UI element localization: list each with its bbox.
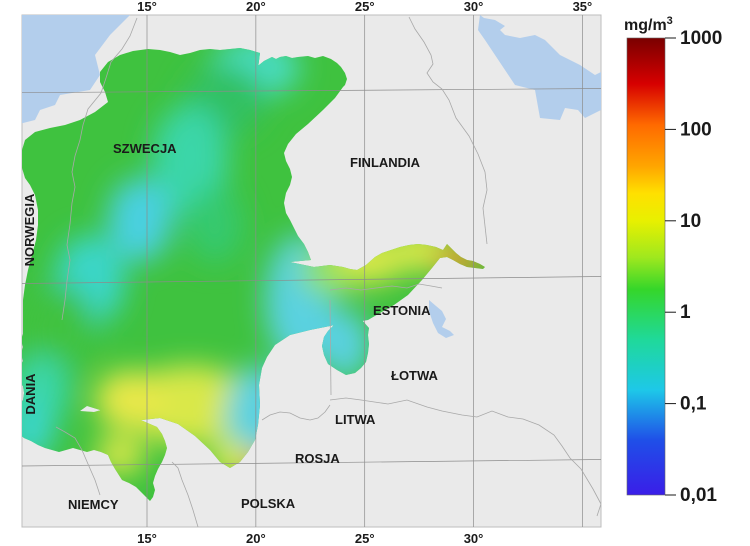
svg-text:NORWEGIA: NORWEGIA: [22, 193, 37, 266]
svg-text:55°: 55°: [0, 457, 18, 472]
svg-text:65°: 65°: [0, 84, 18, 99]
svg-text:ESTONIA: ESTONIA: [373, 303, 431, 318]
svg-text:1: 1: [680, 302, 691, 323]
svg-text:15°: 15°: [137, 531, 157, 546]
svg-text:25°: 25°: [355, 531, 375, 546]
svg-text:35°: 35°: [573, 0, 593, 14]
svg-text:LITWA: LITWA: [335, 412, 376, 427]
svg-text:100: 100: [680, 119, 712, 140]
svg-text:60°: 60°: [0, 275, 18, 290]
svg-text:20°: 20°: [246, 0, 266, 14]
svg-text:20°: 20°: [246, 531, 266, 546]
svg-text:25°: 25°: [355, 0, 375, 14]
svg-text:ŁOTWA: ŁOTWA: [391, 368, 439, 383]
svg-text:DANIA: DANIA: [23, 373, 38, 415]
svg-text:15°: 15°: [137, 0, 157, 14]
svg-text:FINLANDIA: FINLANDIA: [350, 155, 421, 170]
svg-text:mg/m3: mg/m3: [624, 15, 673, 34]
svg-text:POLSKA: POLSKA: [241, 496, 296, 511]
svg-text:NIEMCY: NIEMCY: [68, 497, 119, 512]
svg-text:1000: 1000: [680, 28, 722, 49]
svg-text:10: 10: [680, 211, 701, 232]
svg-text:ROSJA: ROSJA: [295, 451, 340, 466]
svg-text:30°: 30°: [464, 0, 484, 14]
svg-text:0,1: 0,1: [680, 394, 707, 415]
svg-text:30°: 30°: [464, 531, 484, 546]
svg-text:0,01: 0,01: [680, 485, 717, 506]
svg-text:SZWECJA: SZWECJA: [113, 141, 177, 156]
